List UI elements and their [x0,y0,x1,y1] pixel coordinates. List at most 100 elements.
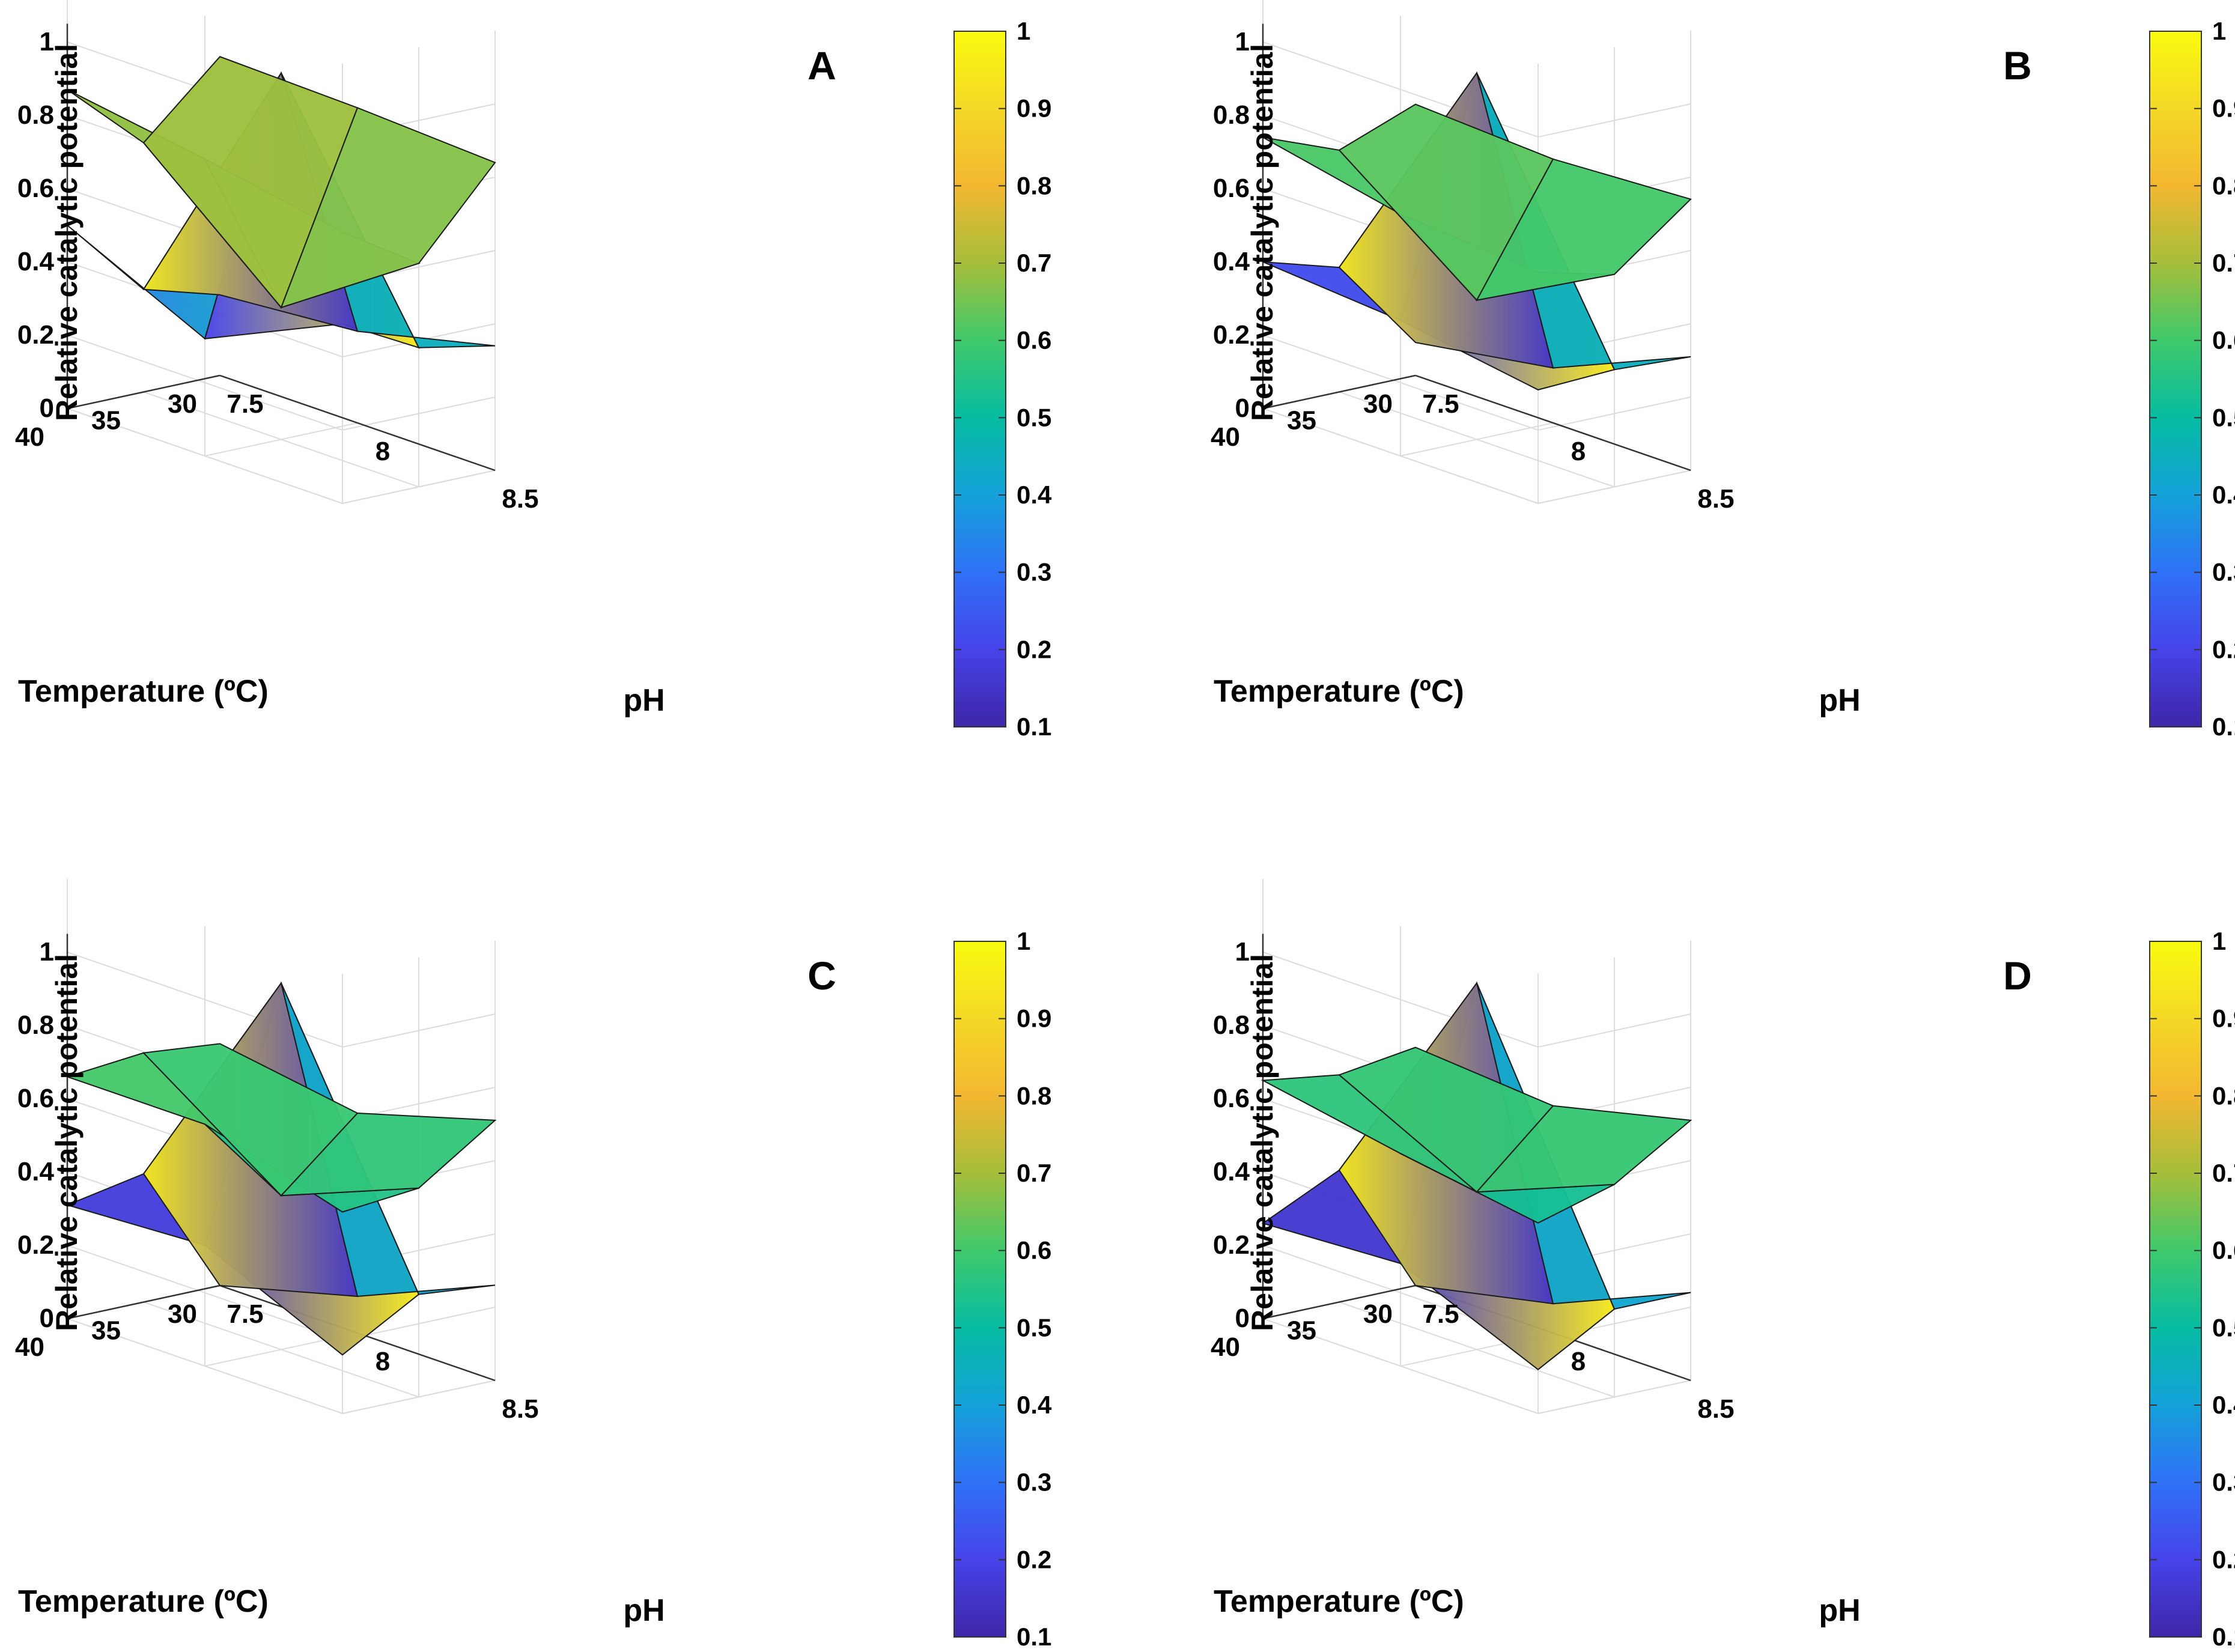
colorbar-tick-label: 0.2 [2212,1545,2235,1573]
z-tick-label: 0.8 [1213,100,1250,130]
ph-axis-label: pH [623,683,664,718]
temperature-axis-line [1262,1284,1416,1320]
colorbar-bar [2149,941,2202,1638]
colorbar-bar [953,941,1006,1638]
temperature-tick-label: 40 [15,1332,44,1362]
colorbar-tick-label: 1 [2212,17,2226,45]
colorbar-tick-label: 0.6 [2212,326,2235,354]
upper-surface [1260,1046,1692,1224]
temperature-tick-label: 30 [168,389,197,419]
tick-labels: 0 0.2 0.4 0.6 0.8 1 30 35 40 7.5 8 8.5 [15,937,539,1424]
temperature-tick-label: 30 [168,1299,197,1329]
panel-C: 0 0.2 0.4 0.6 0.8 1 30 35 40 7.5 8 8.5 Relative cata… [15,879,1052,1651]
temperature-tick-label: 35 [1287,1316,1316,1346]
colorbar-tick-label: 0.3 [2212,1468,2235,1496]
colorbar-tick-label: 0.6 [2212,1236,2235,1265]
gridline-z [67,408,496,505]
colorbar-tick-label: 0.4 [1017,1391,1052,1419]
colorbar-tick-label: 0.9 [1017,94,1051,123]
tick-labels: 0 0.2 0.4 0.6 0.8 1 30 35 40 7.5 8 8.5 [1211,27,1735,514]
colorbar-tick-label: 0.5 [1017,1313,1051,1341]
z-tick-label: 1 [40,937,54,967]
colorbar-tick-label: 0.7 [1017,1159,1051,1187]
z-tick-label: 0.8 [1213,1010,1250,1040]
panel-label: B [2003,43,2032,88]
z-tick-label: 1 [1235,27,1250,56]
panel-label: D [2003,953,2032,998]
surface-patch [279,1112,497,1197]
gridline-temp [1339,957,1615,1398]
z-tick-label: 0 [40,393,54,423]
temperature-tick-label: 35 [91,1316,121,1346]
z-tick-label: 0.6 [1213,1084,1250,1113]
z-tick-label: 0 [40,1304,54,1333]
ph-tick-label: 7.5 [1422,389,1459,419]
colorbar-tick-label: 0.8 [2212,171,2235,199]
z-axis-label: Relative catalytic potential [50,44,84,421]
z-tick-label: 0.2 [1213,320,1250,350]
colorbar-tick-label: 0.9 [2212,1004,2235,1033]
temperature-tick-label: 35 [1287,406,1316,436]
colorbar-tick-label: 0.6 [1017,326,1051,354]
colorbar-bar [953,31,1006,727]
colorbar-tick-label: 0.6 [1017,1236,1051,1265]
gridline-temp [143,957,419,1398]
z-tick-label: 0.4 [17,1157,55,1186]
gridline-z [67,335,496,431]
ph-tick-label: 7.5 [227,1299,263,1329]
ph-tick-label: 8 [376,1347,390,1376]
z-tick-label: 0.4 [1213,1157,1250,1186]
z-tick-label: 0.6 [1213,174,1250,203]
z-tick-label: 0.2 [1213,1230,1250,1260]
colorbar-tick-label: 0.8 [1017,171,1051,199]
z-tick-label: 0.8 [17,100,54,130]
gridline-z [67,1318,496,1415]
ph-tick-label: 8 [376,437,390,466]
colorbar-tick-label: 0.1 [2212,712,2235,741]
axes [1262,23,1691,472]
z-tick-label: 0.6 [17,174,54,203]
colorbar-tick-label: 1 [2212,927,2226,955]
colorbar-tick-label: 0.7 [1017,249,1051,277]
z-tick-label: 0.4 [17,247,55,276]
colorbar: 0.1 0.2 0.3 0.4 0.5 0.6 0.7 0.8 0.9 1 [953,927,1052,1651]
ph-tick-label: 8.5 [1697,1394,1734,1424]
colorbar-tick-label: 0.7 [2212,249,2235,277]
ph-tick-label: 8 [1571,437,1586,466]
temperature-tick-label: 30 [1363,1299,1393,1329]
tick-labels: 0 0.2 0.4 0.6 0.8 1 30 35 40 7.5 8 8.5 [15,27,539,514]
ph-tick-label: 8.5 [502,484,538,514]
colorbar-tick-label: 0.5 [1017,403,1051,431]
panel-D: 0 0.2 0.4 0.6 0.8 1 30 35 40 7.5 8 8.5 Relative cata… [1211,879,2235,1651]
ph-axis-line [1415,374,1691,472]
z-tick-label: 0 [1235,393,1250,423]
colorbar-tick-label: 0.9 [2212,94,2235,123]
ph-tick-label: 8 [1571,1347,1586,1376]
colorbar-tick-label: 0.4 [2212,481,2235,509]
surface-patch [280,107,496,309]
temperature-tick-label: 40 [15,422,44,452]
colorbar-tick-label: 1 [1017,17,1030,45]
ph-axis-label: pH [1819,683,1860,718]
temperature-axis-label: Temperature (ºC) [18,674,269,709]
gridline-z [1262,1318,1691,1415]
colorbar-tick-label: 0.7 [2212,1159,2235,1187]
ph-axis-label: pH [623,1593,664,1628]
colorbar-tick-label: 0.4 [2212,1391,2235,1419]
colorbar: 0.1 0.2 0.3 0.4 0.5 0.6 0.7 0.8 0.9 1 [2149,927,2235,1651]
z-axis-label: Relative catalytic potential [1245,44,1279,421]
z-tick-label: 0.4 [1213,247,1250,276]
z-axis-label: Relative catalytic potential [1245,954,1279,1331]
gridline-z [1262,408,1691,505]
temperature-axis-line [67,374,220,410]
ph-axis-label: pH [1819,1593,1860,1628]
colorbar-tick-label: 0.1 [2212,1623,2235,1651]
colorbar-tick-label: 0.1 [1017,712,1051,741]
axes [66,23,496,472]
ph-axis-line [219,374,496,472]
ph-tick-label: 7.5 [227,389,263,419]
ph-tick-label: 8.5 [502,1394,538,1424]
ph-tick-label: 7.5 [1422,1299,1459,1329]
colorbar: 0.1 0.2 0.3 0.4 0.5 0.6 0.7 0.8 0.9 1 [2149,17,2235,741]
